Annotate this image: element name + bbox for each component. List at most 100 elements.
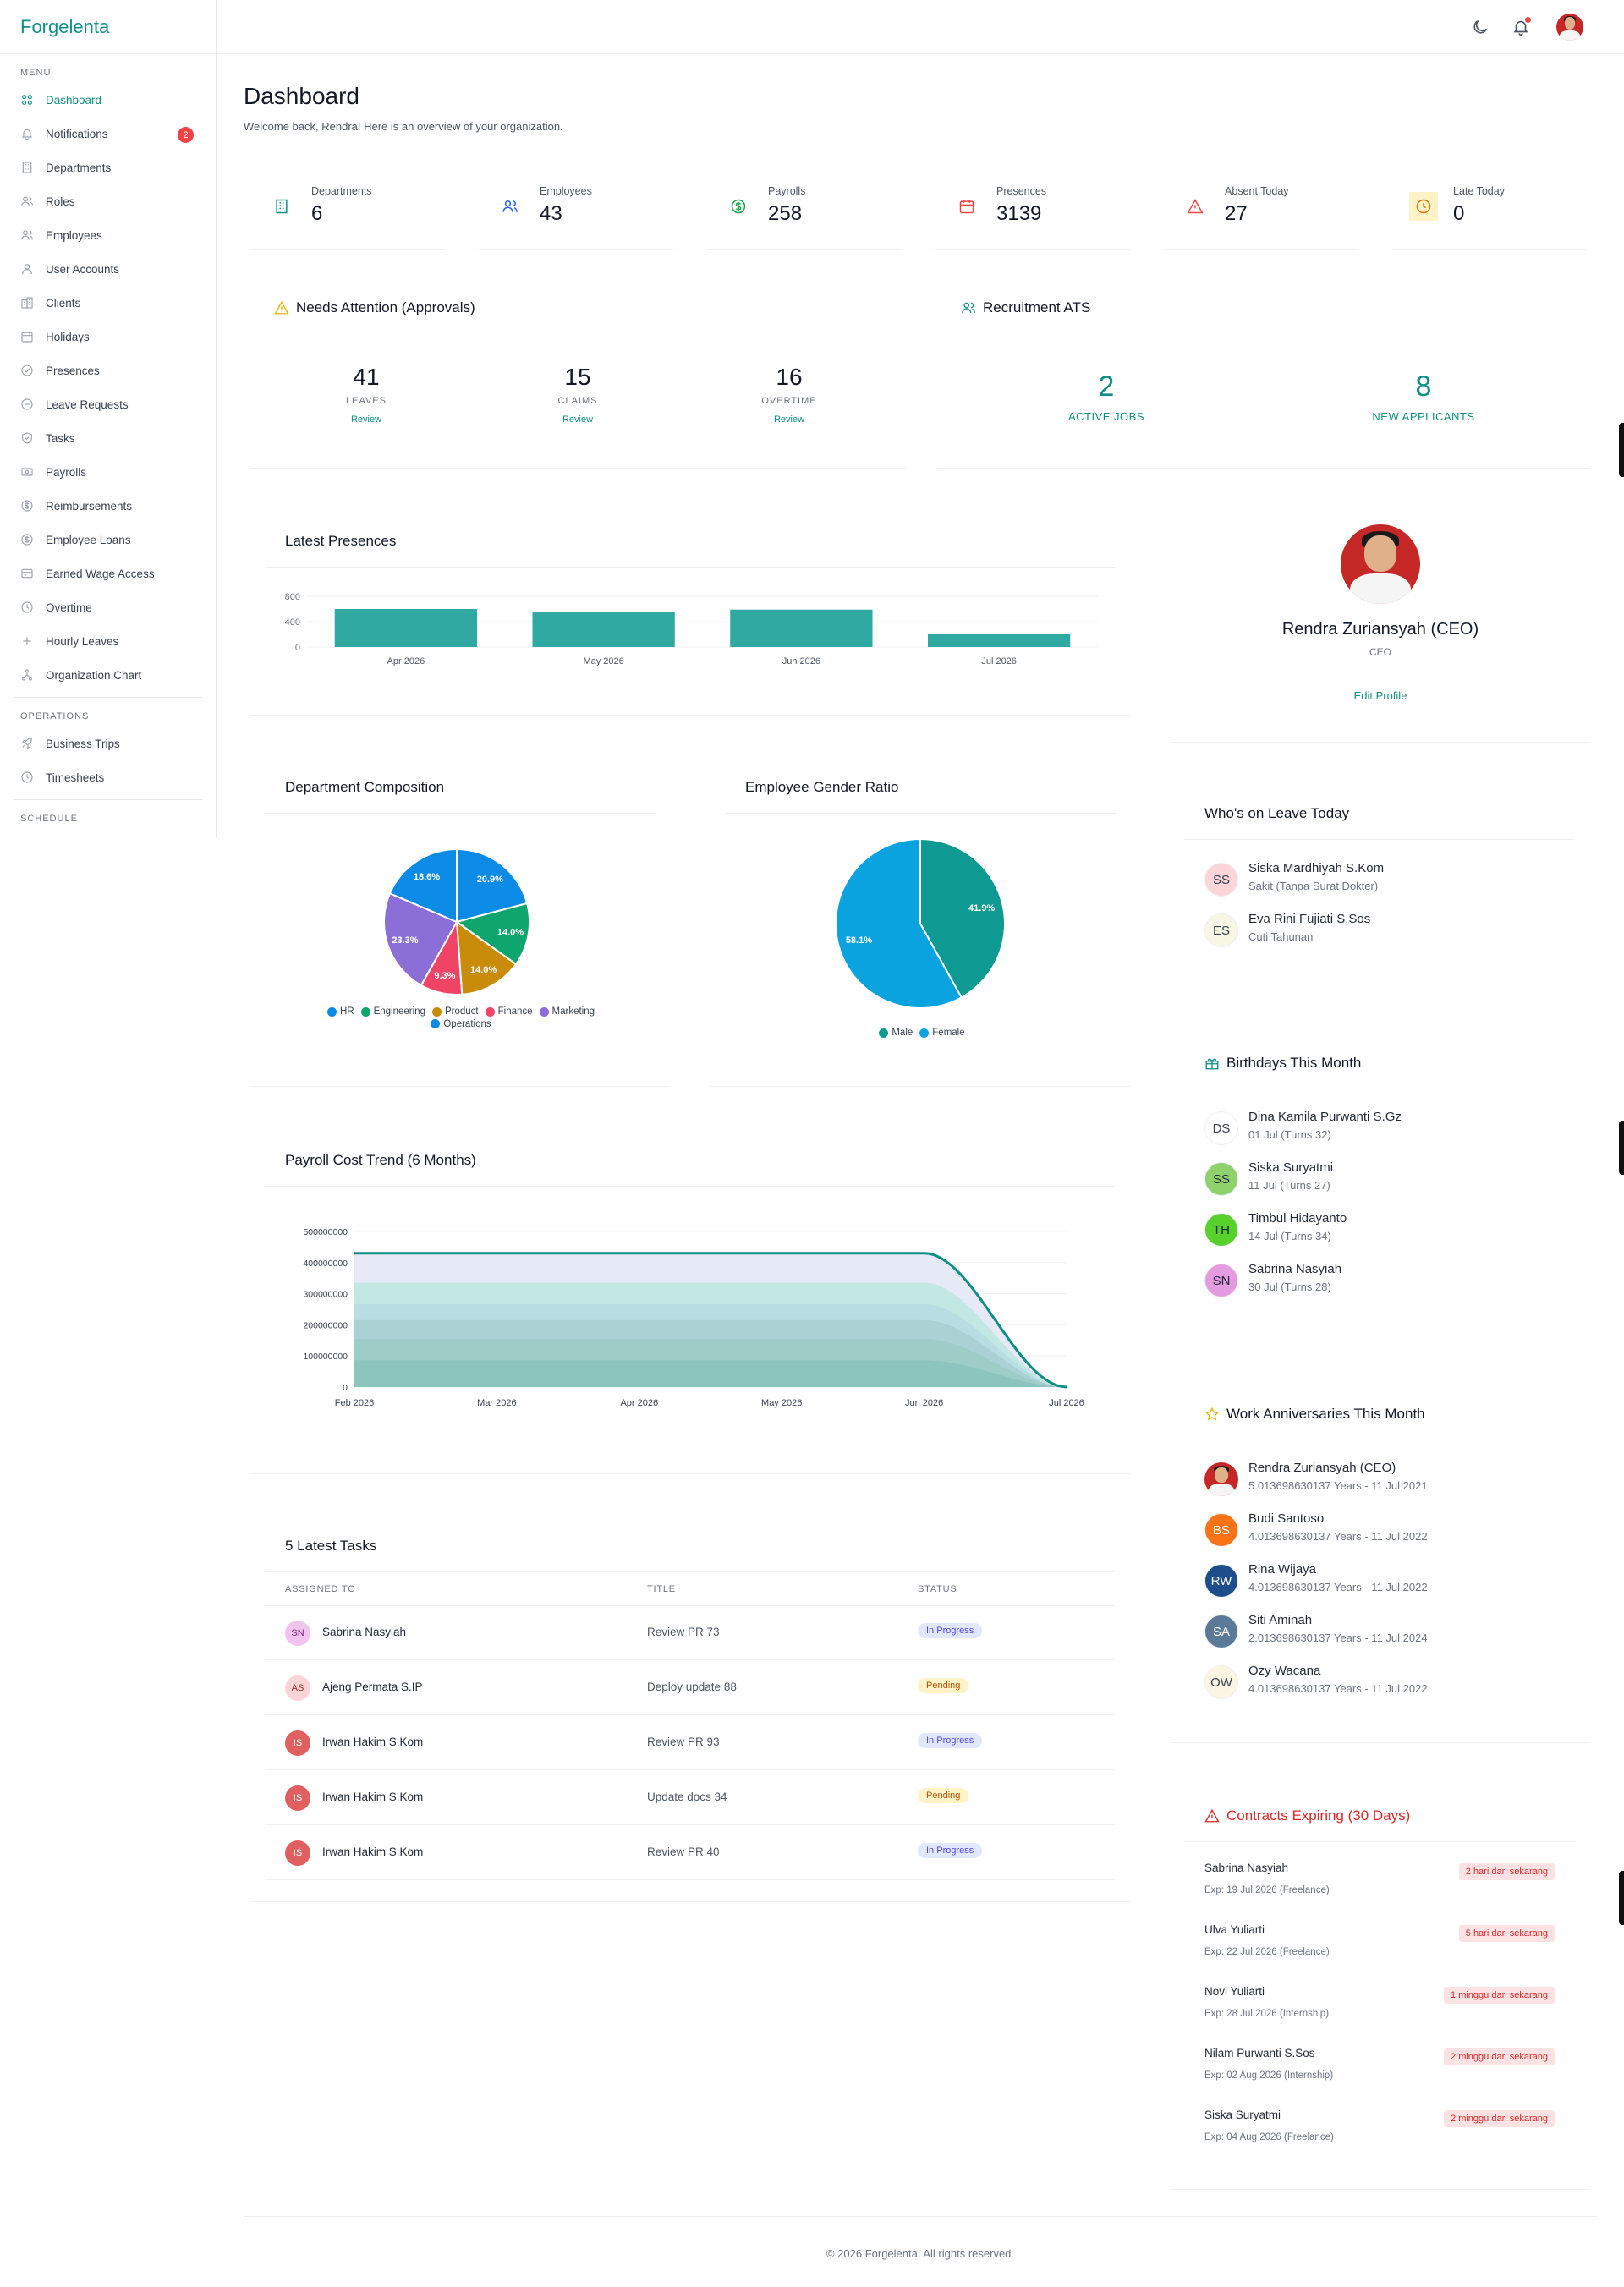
stat-value: 3139 <box>996 202 1042 225</box>
stat-label: Late Today <box>1453 185 1505 197</box>
list-item[interactable]: ES Eva Rini Fujiati S.Sos Cuti Tahunan <box>1204 908 1594 956</box>
table-row[interactable]: IS Irwan Hakim S.Kom Review PR 93 In Progre… <box>265 1716 1115 1770</box>
sidebar-item-tasks[interactable]: Tasks <box>0 421 216 455</box>
sidebar-item-holidays[interactable]: Holidays <box>0 320 216 354</box>
warning-icon <box>1181 192 1210 221</box>
avatar: SS <box>1204 863 1238 897</box>
warning-icon <box>274 300 289 315</box>
list-item[interactable]: SN Sabrina Nasyiah 30 Jul (Turns 28) <box>1204 1259 1594 1306</box>
list-item[interactable]: TH Timbul Hidayanto 14 Jul (Turns 34) <box>1204 1208 1594 1255</box>
task-title: Review PR 93 <box>647 1736 720 1748</box>
calendar-icon <box>21 332 33 343</box>
bar[interactable] <box>334 609 478 647</box>
dollar-circle-icon <box>731 199 746 214</box>
sidebar-item-departments[interactable]: Departments <box>0 151 216 184</box>
contract-item[interactable]: Siska Suryatmi Exp: 04 Aug 2026 (Freelanc… <box>1204 2105 1560 2166</box>
presences-chart-title: Latest Presences <box>285 533 397 549</box>
sidebar-item-organization-chart[interactable]: Organization Chart <box>0 658 216 692</box>
sidebar-item-timesheets[interactable]: Timesheets <box>0 760 216 794</box>
shield-icon <box>22 432 32 444</box>
bar[interactable] <box>532 612 675 647</box>
table-row[interactable]: AS Ajeng Permata S.IP Deploy update 88 Pend… <box>265 1661 1115 1715</box>
sidebar-item-user-accounts[interactable]: User Accounts <box>0 252 216 286</box>
contract-due-badge: 5 hari dari sekarang <box>1458 1925 1555 1942</box>
operations-group-label: OPERATIONS <box>20 711 90 721</box>
table-header-divider <box>265 1605 1115 1606</box>
table-row[interactable]: IS Irwan Hakim S.Kom Update docs 34 Pending <box>265 1771 1115 1825</box>
contract-item[interactable]: Novi Yuliarti Exp: 28 Jul 2026 (Internshi… <box>1204 1982 1560 2043</box>
profile-role: CEO <box>1369 646 1391 658</box>
ats-item-active-jobs[interactable]: 2 ACTIVE JOBS <box>1013 370 1199 423</box>
notifications-button[interactable] <box>1509 15 1533 39</box>
table-row[interactable]: SN Sabrina Nasyiah Review PR 73 In Progress <box>265 1606 1115 1660</box>
status-badge: In Progress <box>918 1843 983 1858</box>
list-item[interactable]: RW Rina Wijaya 4.013698630137 Years - 11 J… <box>1204 1559 1594 1606</box>
pie-slice[interactable] <box>455 919 518 995</box>
ats-count: 8 <box>1415 370 1432 403</box>
legend-item[interactable]: Engineering <box>360 1006 425 1017</box>
x-tick-label: Mar 2026 <box>477 1398 516 1408</box>
list-item[interactable]: SS Siska Suryatmi 11 Jul (Turns 27) <box>1204 1157 1594 1204</box>
sidebar-item-label: Presences <box>46 364 100 377</box>
clock-icon <box>21 601 33 613</box>
brand-logo[interactable]: Forgelenta <box>0 0 216 54</box>
pie-slice[interactable] <box>919 837 1006 999</box>
dollar-circle-icon <box>21 500 33 512</box>
payroll-trend-line[interactable] <box>354 1252 1067 1389</box>
pie-slice[interactable] <box>383 891 458 987</box>
legend-item[interactable]: HR <box>326 1006 354 1017</box>
sidebar-item-leave-requests[interactable]: Leave Requests <box>0 387 216 421</box>
pie-slice[interactable] <box>835 837 963 1009</box>
page-title: Dashboard <box>244 83 359 109</box>
dark-mode-toggle[interactable] <box>1468 15 1492 39</box>
list-item[interactable]: Rendra Zuriansyah (CEO) 5.013698630137 Ye… <box>1204 1457 1594 1505</box>
contract-item[interactable]: Nilam Purwanti S.Sos Exp: 02 Aug 2026 (In… <box>1204 2043 1560 2104</box>
legend-item[interactable]: Operations <box>431 1019 491 1029</box>
legend-item[interactable]: Finance <box>485 1006 533 1017</box>
sidebar-item-employees[interactable]: Employees <box>0 218 216 252</box>
person-name: Sabrina Nasyiah <box>1248 1262 1342 1276</box>
sidebar-item-earned-wage-access[interactable]: Earned Wage Access <box>0 557 216 590</box>
sidebar-item-roles[interactable]: Roles <box>0 184 216 218</box>
review-link[interactable]: Review <box>350 414 382 425</box>
list-item[interactable]: OW Ozy Wacana 4.013698630137 Years - 11 Ju… <box>1204 1660 1594 1708</box>
col-header-status: STATUS <box>918 1584 957 1594</box>
legend-item[interactable]: Male <box>879 1028 913 1038</box>
pie-slice[interactable] <box>388 847 458 924</box>
list-item[interactable]: BS Budi Santoso 4.013698630137 Years - 11 … <box>1204 1508 1594 1555</box>
list-item[interactable]: SS Siska Mardhiyah S.Kom Sakit (Tanpa Sura… <box>1204 858 1594 905</box>
review-link[interactable]: Review <box>773 414 805 425</box>
sidebar-item-dashboard[interactable]: Dashboard <box>0 83 216 117</box>
sidebar-item-business-trips[interactable]: Business Trips <box>0 727 216 760</box>
contract-item[interactable]: Sabrina Nasyiah Exp: 19 Jul 2026 (Freelan… <box>1204 1858 1560 1919</box>
legend-swatch <box>431 1006 442 1017</box>
contract-name: Novi Yuliarti <box>1204 1985 1265 1998</box>
table-row[interactable]: IS Irwan Hakim S.Kom Review PR 40 In Progre… <box>265 1826 1115 1880</box>
ats-item-new-applicants[interactable]: 8 NEW APPLICANTS <box>1330 370 1517 423</box>
sidebar-item-overtime[interactable]: Overtime <box>0 590 216 624</box>
bar[interactable] <box>927 634 1071 647</box>
sidebar-item-clients[interactable]: Clients <box>0 286 216 320</box>
x-tick-label: Jul 2026 <box>1049 1398 1084 1408</box>
legend-item[interactable]: Product <box>431 1006 479 1017</box>
sidebar-item-reimbursements[interactable]: Reimbursements <box>0 489 216 523</box>
user-avatar[interactable] <box>1556 14 1583 41</box>
pie-slice[interactable] <box>454 902 530 966</box>
legend-item[interactable]: Marketing <box>539 1006 595 1017</box>
list-item[interactable]: DS Dina Kamila Purwanti S.Gz 01 Jul (Turns… <box>1204 1106 1594 1154</box>
contract-item[interactable]: Ulva Yuliarti Exp: 22 Jul 2026 (Freelance… <box>1204 1920 1560 1981</box>
review-link[interactable]: Review <box>562 414 594 425</box>
bar[interactable] <box>730 609 873 647</box>
stat-label: Presences <box>996 185 1047 197</box>
pie-slice[interactable] <box>456 847 529 924</box>
sidebar-item-hourly-leaves[interactable]: Hourly Leaves <box>0 624 216 658</box>
sidebar-item-payrolls[interactable]: Payrolls <box>0 455 216 489</box>
y-tick-label: 200000000 <box>303 1320 348 1330</box>
edit-profile-link[interactable]: Edit Profile <box>1353 689 1407 702</box>
legend-item[interactable]: Female <box>919 1028 965 1038</box>
contract-expiry: Exp: 04 Aug 2026 (Freelance) <box>1204 2132 1334 2142</box>
sidebar-item-presences[interactable]: Presences <box>0 354 216 387</box>
sidebar-item-notifications[interactable]: Notifications 2 <box>0 117 216 151</box>
sidebar-item-employee-loans[interactable]: Employee Loans <box>0 523 216 557</box>
list-item[interactable]: SA Siti Aminah 2.013698630137 Years - 11 J… <box>1204 1610 1594 1657</box>
